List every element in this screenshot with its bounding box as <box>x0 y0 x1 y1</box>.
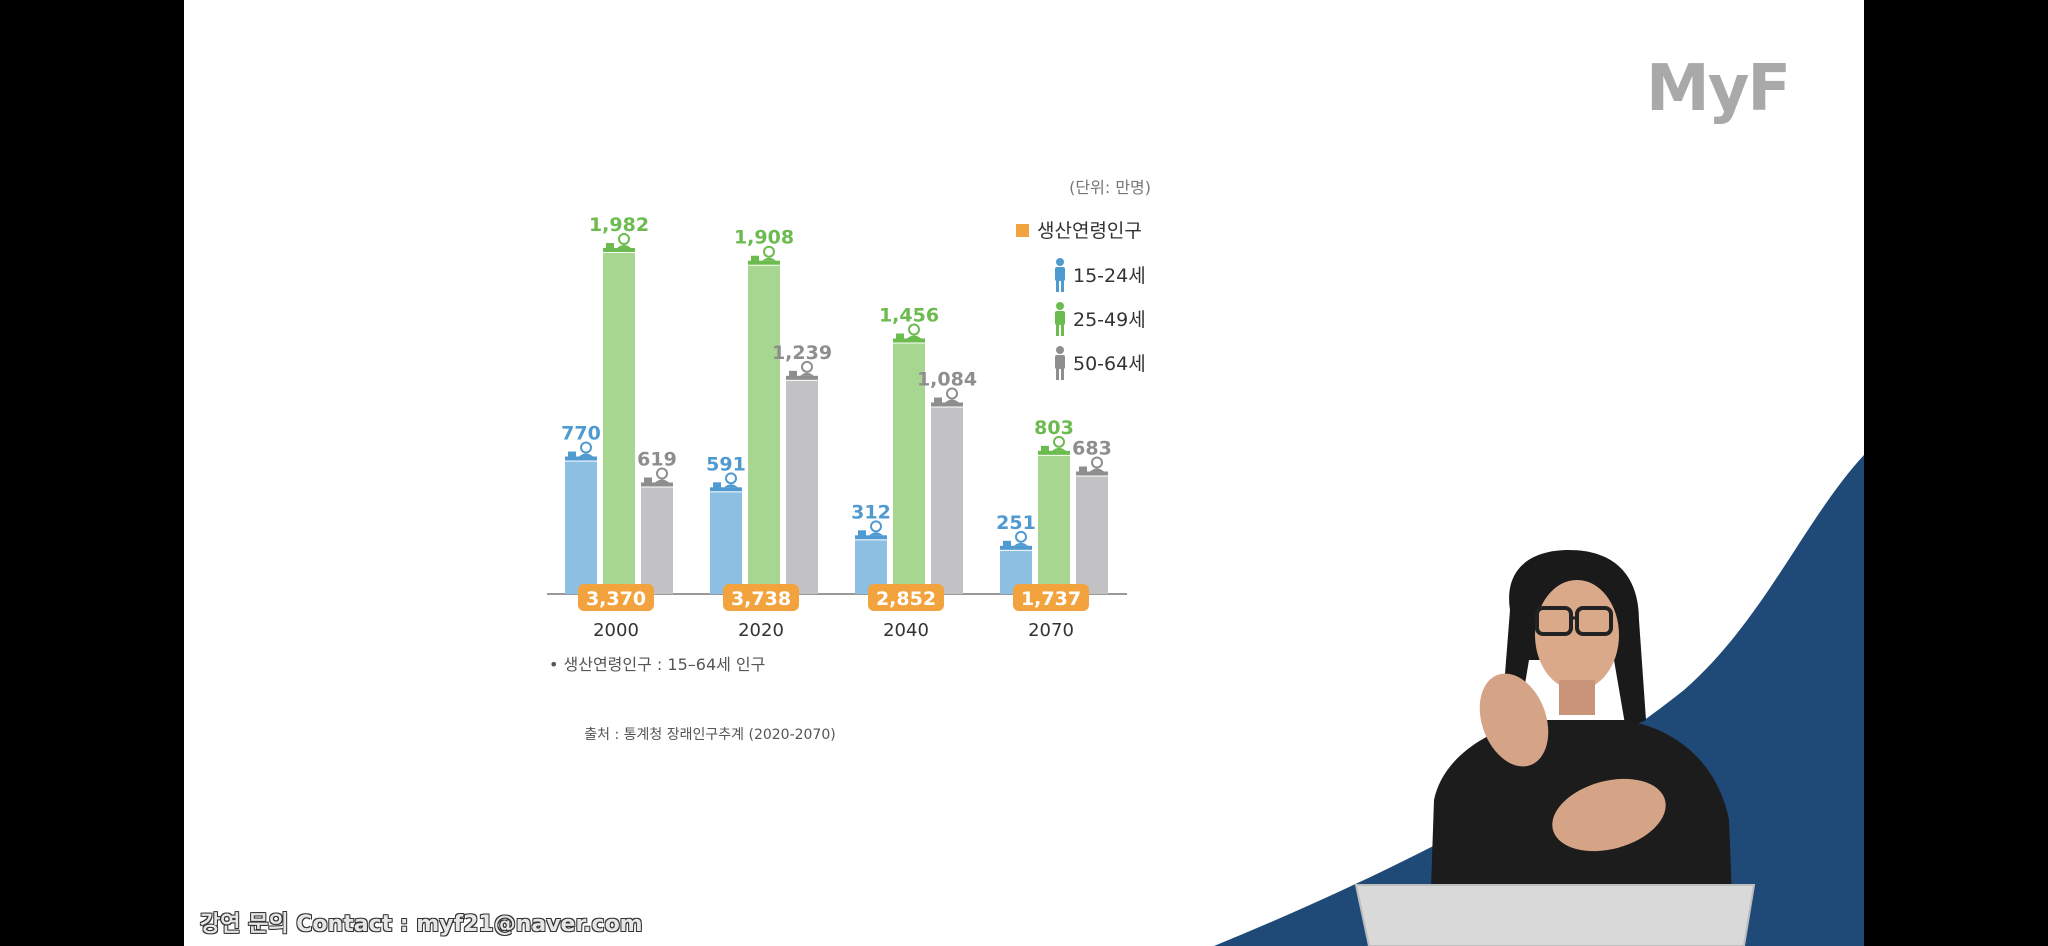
bar-25-49세-2040 <box>893 343 925 594</box>
x-tick-label-2020: 2020 <box>738 620 784 641</box>
worker-icon <box>1000 530 1032 550</box>
unit-label: (단위: 만명) <box>1069 178 1151 197</box>
data-label-50-64세-2000: 619 <box>637 449 677 471</box>
total-label-2070: 1,737 <box>1021 588 1081 610</box>
data-label-50-64세-2020: 1,239 <box>772 342 832 364</box>
person-icon <box>1055 258 1065 292</box>
legend-label-15-24세: 15-24세 <box>1073 265 1146 287</box>
bar-25-49세-2070 <box>1038 455 1070 594</box>
person-icon <box>1055 302 1065 336</box>
x-tick-label-2040: 2040 <box>883 620 929 641</box>
worker-icon <box>1038 435 1070 455</box>
worker-icon <box>565 441 597 461</box>
slide: MyF 770 1,982 619 3,370 2000 591 1,908 1,239 3,7… <box>184 0 1864 946</box>
brand-logo: MyF <box>1646 52 1791 126</box>
data-label-15-24세-2070: 251 <box>996 512 1036 534</box>
working-age-population-chart: 770 1,982 619 3,370 2000 591 1,908 1,239 3,738 20… <box>547 178 1151 743</box>
bar-50-64세-2000 <box>641 487 673 594</box>
bar-15-24세-2000 <box>565 461 597 594</box>
person-icon <box>1055 346 1065 380</box>
legend-label-25-49세: 25-49세 <box>1073 309 1146 331</box>
contact-caption: 강연 문의 Contact : myf21@naver.com <box>200 912 643 937</box>
data-label-15-24세-2020: 591 <box>706 453 746 475</box>
data-label-25-49세-2020: 1,908 <box>734 227 794 249</box>
bar-50-64세-2020 <box>786 380 818 594</box>
data-label-15-24세-2040: 312 <box>851 501 891 523</box>
x-tick-label-2000: 2000 <box>593 620 639 641</box>
worker-icon <box>893 323 925 343</box>
x-tick-label-2070: 2070 <box>1028 620 1074 641</box>
legend-swatch-total <box>1016 224 1029 237</box>
legend-label-total: 생산연령인구 <box>1037 220 1142 242</box>
bar-50-64세-2070 <box>1076 476 1108 594</box>
total-badge-2040 <box>868 584 944 611</box>
worker-icon <box>641 467 673 487</box>
total-badge-2000 <box>578 584 654 611</box>
legend-label-50-64세: 50-64세 <box>1073 353 1146 375</box>
total-label-2020: 3,738 <box>731 588 791 610</box>
total-badge-2070 <box>1013 584 1089 611</box>
worker-icon <box>1076 456 1108 476</box>
footnote: • 생산연령인구 : 15–64세 인구 <box>549 655 765 674</box>
bar-15-24세-2020 <box>710 492 742 594</box>
data-label-25-49세-2070: 803 <box>1034 417 1074 439</box>
data-label-15-24세-2000: 770 <box>561 423 601 445</box>
data-label-25-49세-2000: 1,982 <box>589 214 649 236</box>
worker-icon <box>710 472 742 492</box>
total-label-2000: 3,370 <box>586 588 646 610</box>
worker-icon <box>748 245 780 265</box>
total-label-2040: 2,852 <box>876 588 936 610</box>
bar-25-49세-2020 <box>748 265 780 594</box>
source-note: 출처 : 통계청 장래인구추계 (2020-2070) <box>584 727 835 743</box>
worker-icon <box>931 387 963 407</box>
worker-icon <box>855 520 887 540</box>
data-label-50-64세-2040: 1,084 <box>917 368 977 390</box>
worker-icon <box>786 360 818 380</box>
total-badge-2020 <box>723 584 799 611</box>
data-label-50-64세-2070: 683 <box>1072 437 1112 459</box>
presenter-image <box>1354 550 1756 946</box>
data-label-25-49세-2040: 1,456 <box>879 304 939 326</box>
worker-icon <box>603 233 635 252</box>
bar-25-49세-2000 <box>603 253 635 594</box>
bar-50-64세-2040 <box>931 407 963 594</box>
